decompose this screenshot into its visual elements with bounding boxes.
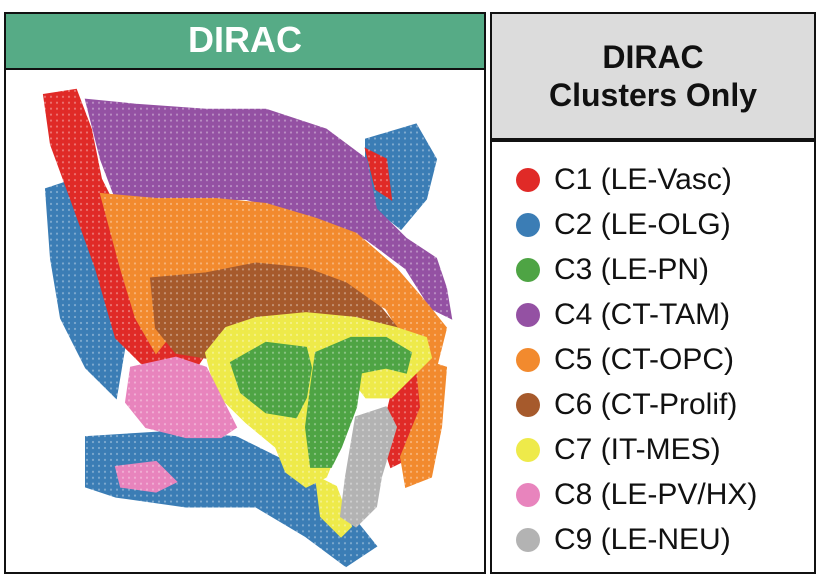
legend-item-c9: C9 (LE-NEU) bbox=[516, 520, 731, 560]
legend-item-c4: C4 (CT-TAM) bbox=[516, 295, 730, 335]
legend-label: C6 (CT-Prolif) bbox=[554, 388, 738, 421]
panel-title: DIRAC bbox=[6, 14, 484, 70]
legend-item-c3: C3 (LE-PN) bbox=[516, 250, 709, 290]
clusters-header-line2: Clusters Only bbox=[548, 77, 758, 113]
legend-swatch bbox=[516, 348, 540, 372]
legend-label: C5 (CT-OPC) bbox=[554, 343, 734, 376]
legend-swatch bbox=[516, 303, 540, 327]
legend-label: C7 (IT-MES) bbox=[554, 433, 721, 466]
legend: C1 (LE-Vasc) C2 (LE-OLG) C3 (LE-PN) C4 (CT-… bbox=[490, 140, 816, 574]
legend-item-c6: C6 (CT-Prolif) bbox=[516, 385, 737, 425]
legend-label: C2 (LE-OLG) bbox=[554, 208, 731, 241]
legend-swatch bbox=[516, 483, 540, 507]
dirac-spatial-panel: DIRAC bbox=[4, 12, 486, 574]
clusters-header-line1: DIRAC bbox=[602, 39, 704, 75]
spatial-map-svg bbox=[6, 70, 484, 572]
clusters-header: DIRAC Clusters Only bbox=[490, 12, 816, 140]
legend-swatch bbox=[516, 393, 540, 417]
legend-item-c1: C1 (LE-Vasc) bbox=[516, 160, 732, 200]
legend-item-c5: C5 (CT-OPC) bbox=[516, 340, 734, 380]
legend-label: C4 (CT-TAM) bbox=[554, 298, 731, 331]
legend-swatch bbox=[516, 528, 540, 552]
legend-label: C3 (LE-PN) bbox=[554, 253, 710, 286]
spot-texture-overlay bbox=[6, 70, 484, 572]
spatial-cluster-map bbox=[6, 70, 484, 572]
legend-swatch bbox=[516, 168, 540, 192]
legend-label: C9 (LE-NEU) bbox=[554, 523, 731, 556]
legend-swatch bbox=[516, 438, 540, 462]
legend-swatch bbox=[516, 213, 540, 237]
legend-item-c8: C8 (LE-PV/HX) bbox=[516, 475, 757, 515]
legend-item-c2: C2 (LE-OLG) bbox=[516, 205, 731, 245]
legend-swatch bbox=[516, 258, 540, 282]
legend-label: C8 (LE-PV/HX) bbox=[554, 478, 758, 511]
legend-item-c7: C7 (IT-MES) bbox=[516, 430, 721, 470]
legend-label: C1 (LE-Vasc) bbox=[554, 163, 732, 196]
